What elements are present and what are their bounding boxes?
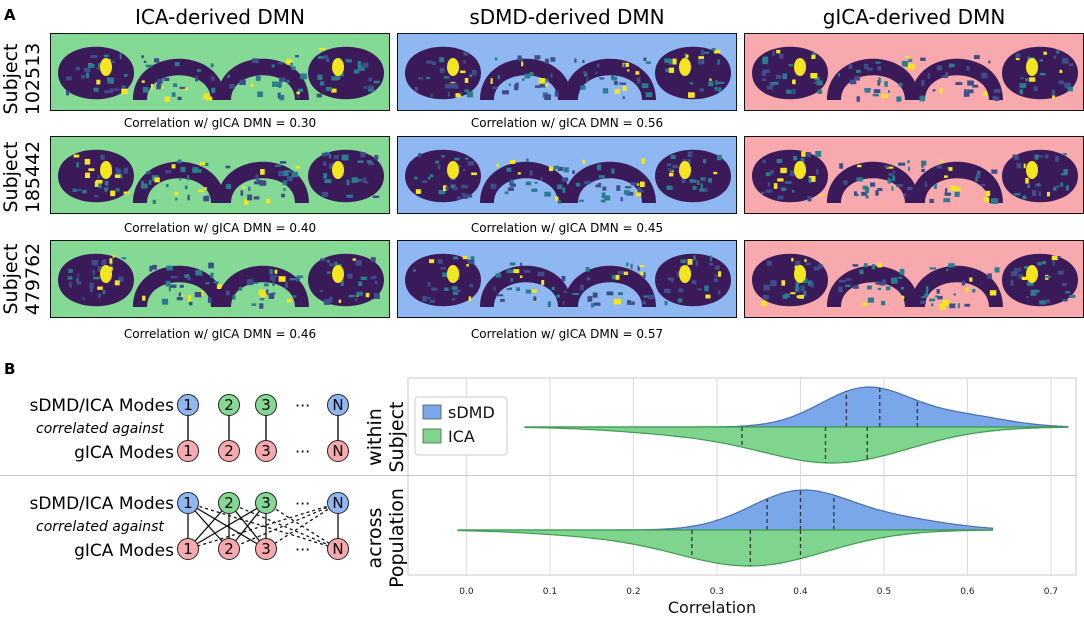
x-tick-label: 0.2: [626, 587, 640, 597]
bottom-upper-label: sDMD/ICA Modes: [29, 494, 174, 514]
top-upper-node-1: 1: [177, 394, 199, 416]
x-tick-label: 0.6: [960, 587, 975, 597]
x-axis-label: Correlation: [668, 598, 756, 617]
corr-caption-sdmd-3: Correlation w/ gICA DMN = 0.57: [470, 327, 664, 341]
top-upper-node-3: 3: [255, 394, 277, 416]
legend-label-ica: ICA: [448, 427, 475, 446]
legend-swatch-sdmd: [422, 404, 442, 420]
top-lower-ellipsis: ···: [295, 442, 311, 461]
top-lower-node-3: 3: [255, 440, 277, 462]
top-lower-label: gICA Modes: [74, 443, 174, 463]
column-title-ica: ICA-derived DMN: [135, 5, 305, 29]
violin-sdmd-row-1: [524, 386, 1069, 428]
x-tick-label: 0.4: [793, 587, 808, 597]
violin-ica-row-1: [524, 426, 1069, 464]
top-middle-label: correlated against: [36, 421, 164, 437]
bottom-lower-node-2: 2: [218, 538, 240, 560]
top-upper-label: sDMD/ICA Modes: [29, 396, 174, 416]
brain-map-sdmd-row-1: [397, 33, 737, 111]
top-upper-node-2: 2: [218, 394, 240, 416]
corr-caption-ica-1: Correlation w/ gICA DMN = 0.30: [123, 116, 317, 130]
top-lower-node-2: 2: [218, 440, 240, 462]
brain-map-ica-row-1: [50, 33, 390, 111]
bottom-middle-label: correlated against: [36, 519, 164, 535]
bottom-lower-label: gICA Modes: [74, 541, 174, 561]
bottom-upper-node-2: 2: [218, 492, 240, 514]
panel-b-letter: B: [4, 360, 16, 378]
brain-map-gica-row-1: [744, 33, 1084, 111]
bottom-lower-node-3: 3: [255, 538, 277, 560]
bottom-upper-node-3: 3: [255, 492, 277, 514]
brain-map-sdmd-row-2: [397, 136, 737, 214]
violin-sdmd-row-2: [458, 489, 994, 531]
column-title-gica: gICA-derived DMN: [822, 5, 1006, 29]
violin-plot-frame: [407, 377, 1077, 576]
brain-map-ica-row-2: [50, 136, 390, 214]
bottom-lower-node-1: 1: [177, 538, 199, 560]
x-tick-label: 0.0: [459, 587, 474, 597]
legend-swatch-ica: [422, 428, 442, 444]
bottom-lower-ellipsis: ···: [295, 540, 311, 559]
top-lower-node-1: 1: [177, 440, 199, 462]
brain-map-gica-row-3: [744, 240, 1084, 318]
top-lower-node-n: N: [327, 440, 349, 462]
corr-caption-sdmd-1: Correlation w/ gICA DMN = 0.56: [470, 116, 664, 130]
x-tick-label: 0.5: [877, 587, 891, 597]
corr-caption-ica-3: Correlation w/ gICA DMN = 0.46: [123, 327, 317, 341]
x-tick-label: 0.3: [710, 587, 724, 597]
top-upper-ellipsis: ···: [295, 396, 311, 415]
x-tick-label: 0.7: [1044, 587, 1058, 597]
corr-caption-ica-2: Correlation w/ gICA DMN = 0.40: [123, 221, 317, 235]
top-upper-node-n: N: [327, 394, 349, 416]
panel-b-divider: [0, 475, 1076, 476]
brain-map-ica-row-3: [50, 240, 390, 318]
brain-map-sdmd-row-3: [397, 240, 737, 318]
bottom-lower-node-n: N: [327, 538, 349, 560]
bottom-upper-node-1: 1: [177, 492, 199, 514]
column-title-sdmd: sDMD-derived DMN: [469, 5, 665, 29]
x-tick-label: 0.1: [543, 587, 557, 597]
bottom-upper-ellipsis: ···: [295, 494, 311, 513]
legend-label-sdmd: sDMD: [448, 403, 495, 422]
corr-caption-sdmd-2: Correlation w/ gICA DMN = 0.45: [470, 221, 664, 235]
bottom-upper-node-n: N: [327, 492, 349, 514]
violin-ica-row-2: [457, 529, 994, 567]
panel-a-letter: A: [4, 6, 16, 24]
